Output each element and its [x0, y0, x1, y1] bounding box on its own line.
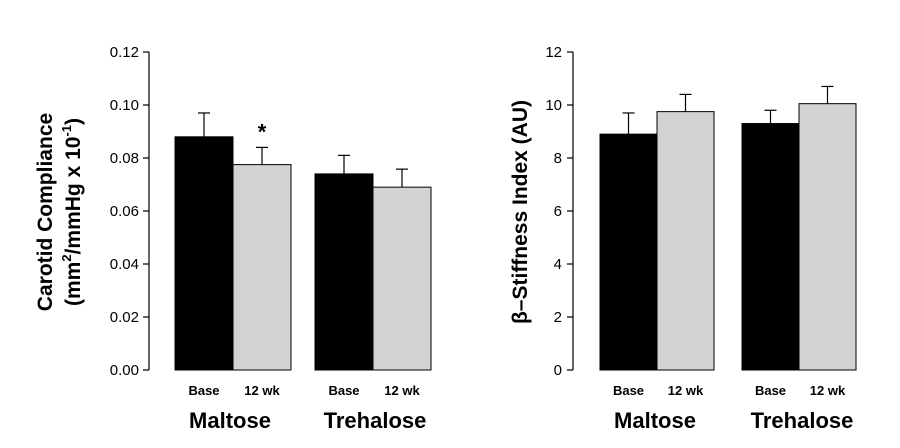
left-ylabel-sup2: -1 — [59, 125, 74, 137]
y-tick-label: 10 — [545, 97, 562, 114]
group-label: Maltose — [614, 408, 696, 433]
chart-left: 0.00 0.02 0.04 0.06 0.08 0.10 0.12 Base 12 wk Mal… — [110, 44, 432, 433]
y-tick-label: 2 — [554, 309, 562, 326]
y-tick-label: 6 — [554, 203, 562, 220]
y-tick-label: 0.00 — [110, 362, 139, 379]
bar-maltose-base — [599, 133, 658, 371]
bar-maltose-12-wk — [656, 111, 715, 371]
category-label: Base — [328, 383, 359, 398]
bar-trehalose-12-wk — [372, 186, 432, 371]
y-tick-label: 0.10 — [110, 97, 139, 114]
significance-marker: * — [258, 119, 267, 144]
group-label: Maltose — [189, 408, 271, 433]
y-tick-label: 0 — [554, 362, 562, 379]
y-tick-label: 4 — [554, 256, 562, 273]
category-label: 12 wk — [810, 383, 846, 398]
category-label: 12 wk — [384, 383, 420, 398]
left-ylabel-prefix: (mm — [62, 262, 85, 306]
left-ylabel-suffix: ) — [62, 118, 85, 125]
category-label: Base — [755, 383, 786, 398]
y-tick-label: 0.06 — [110, 203, 139, 220]
category-label: Base — [188, 383, 219, 398]
bar-maltose-base — [174, 136, 234, 371]
group-label: Trehalose — [751, 408, 854, 433]
y-tick-label: 0.02 — [110, 309, 139, 326]
category-label: 12 wk — [244, 383, 280, 398]
y-tick-label: 12 — [545, 44, 562, 61]
chart-right: 0 2 4 6 8 10 12 Base 12 wk Maltose Base 12 wk Trehal… — [545, 44, 857, 433]
left-ylabel-line1: Carotid Compliance — [34, 113, 57, 311]
bar-maltose-12-wk — [232, 164, 292, 371]
right-ylabel: β–Stiffness Index (AU) — [509, 100, 532, 324]
bar-trehalose-base — [314, 173, 374, 371]
y-tick-label: 0.12 — [110, 44, 139, 61]
y-tick-label: 0.04 — [110, 256, 139, 273]
left-ylabel-mid: /mmHg x 10 — [62, 137, 85, 255]
y-tick-label: 8 — [554, 150, 562, 167]
bar-trehalose-base — [741, 123, 800, 371]
category-label: 12 wk — [668, 383, 704, 398]
category-label: Base — [613, 383, 644, 398]
left-ylabel-line2: (mm2/mmHg x 10-1) — [59, 118, 85, 306]
y-tick-label: 0.08 — [110, 150, 139, 167]
bar-trehalose-12-wk — [798, 103, 857, 371]
left-ylabel-sup1: 2 — [59, 254, 74, 261]
group-label: Trehalose — [324, 408, 427, 433]
